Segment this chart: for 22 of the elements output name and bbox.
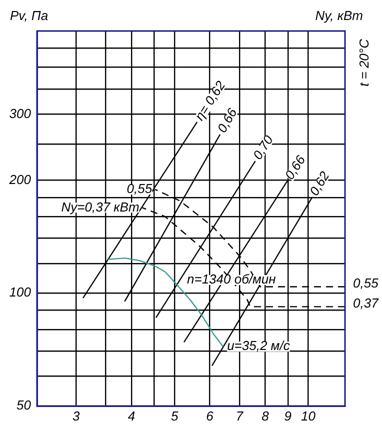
x-tick-label: 10: [301, 408, 316, 424]
annotation: 0,37: [353, 295, 380, 310]
y-tick-label: 200: [8, 172, 32, 187]
x-tick-label: 3: [72, 408, 80, 424]
annotation: 0,55: [353, 275, 380, 290]
x-tick-label: 4: [128, 408, 136, 424]
x-tick-label: 9: [284, 408, 292, 424]
annotation: n=1340 об/мин: [186, 272, 276, 287]
series-label: 0,55: [126, 181, 153, 196]
y-tick-label: 50: [16, 398, 32, 413]
x-tick-label: 7: [236, 408, 244, 424]
y-tick-label: 300: [9, 106, 32, 121]
y-tick-label: 100: [9, 284, 32, 300]
y-axis-title: Pv, Па: [10, 8, 48, 24]
x-tick-label: 5: [170, 408, 179, 424]
text: t = 20°C: [356, 38, 372, 86]
series-label: u=35,2 м/с: [227, 338, 290, 354]
x-tick-label: 6: [206, 408, 214, 424]
y2-axis-title: Ny, кВт: [315, 8, 364, 24]
x-tick-label: 8: [262, 408, 270, 424]
text: 0,66: [214, 105, 240, 136]
series-label: Ny=0,37 кВт: [61, 199, 140, 214]
